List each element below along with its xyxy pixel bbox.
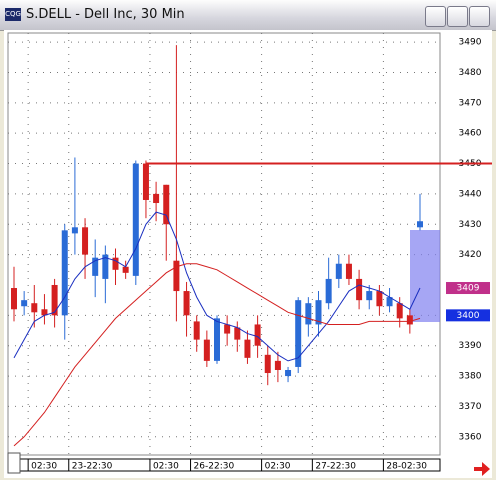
candle-body xyxy=(51,284,58,316)
candle-body xyxy=(264,354,271,374)
candle-body xyxy=(345,263,352,279)
scroll-right-arrow[interactable] xyxy=(474,462,490,476)
y-tick-label: 3470 xyxy=(459,98,482,108)
candle-body xyxy=(305,303,312,325)
candle-body xyxy=(376,291,383,307)
x-tick-label: 26-22:30 xyxy=(194,462,235,472)
candle-body xyxy=(183,291,190,316)
price-marker-label: 3409 xyxy=(457,284,480,294)
candle-body xyxy=(112,257,119,270)
candle-body xyxy=(335,263,342,279)
x-tick-label: 28-02:30 xyxy=(386,462,427,472)
candle-body xyxy=(274,360,281,370)
price-marker xyxy=(446,282,490,295)
candle-body xyxy=(295,300,302,367)
candle-body xyxy=(396,303,403,319)
candle-body xyxy=(71,227,78,234)
y-tick-label: 3360 xyxy=(459,432,482,442)
close-button[interactable] xyxy=(469,6,490,27)
y-tick-label: 3420 xyxy=(459,250,482,260)
candle-body xyxy=(234,327,241,340)
candle-body xyxy=(122,266,129,273)
price-marker-label: 3400 xyxy=(457,311,480,321)
candle-body xyxy=(132,163,139,276)
candle-body xyxy=(315,300,322,325)
candle-body xyxy=(244,339,251,358)
moving-average xyxy=(13,263,421,447)
candle-body xyxy=(254,324,261,346)
candle-body xyxy=(11,288,17,310)
candle-body xyxy=(21,300,28,307)
title-bar: CQG S.DELL - Dell Inc, 30 Min xyxy=(0,0,496,31)
x-tick-label: 27-22:30 xyxy=(315,462,356,472)
x-tick-label: 02:30 xyxy=(31,462,57,472)
candle-body xyxy=(102,254,109,279)
candle-body xyxy=(203,339,210,361)
price-marker xyxy=(446,309,490,322)
y-tick-label: 3460 xyxy=(459,129,482,139)
candle-body xyxy=(325,278,332,304)
candle-body xyxy=(285,369,292,377)
candle-body xyxy=(214,318,220,361)
candle-body xyxy=(153,193,160,204)
candle-body xyxy=(193,321,200,340)
candle-body xyxy=(31,303,38,313)
y-tick-label: 3480 xyxy=(459,68,482,78)
scroll-handle[interactable] xyxy=(7,452,21,474)
candle-body xyxy=(386,297,393,307)
candle-body xyxy=(61,230,68,316)
candle-body xyxy=(163,184,170,225)
y-tick-label: 3490 xyxy=(459,38,482,48)
candle-body xyxy=(406,315,413,325)
candle-body xyxy=(142,163,149,200)
minimize-button[interactable] xyxy=(425,6,446,27)
plot-area xyxy=(7,32,441,456)
y-tick-label: 3370 xyxy=(459,402,482,412)
app-icon: CQG xyxy=(5,8,21,21)
candle-body xyxy=(356,278,363,301)
y-tick-label: 3430 xyxy=(459,220,482,230)
candle-body xyxy=(224,324,231,334)
candle-body xyxy=(417,221,423,228)
candle-body xyxy=(173,260,180,292)
window-title: S.DELL - Dell Inc, 30 Min xyxy=(26,7,185,22)
y-tick-label: 3440 xyxy=(459,189,482,199)
chart: 3360337033803390340034203430344034503460… xyxy=(4,30,492,478)
y-tick-label: 3390 xyxy=(459,341,482,351)
candle-body xyxy=(92,257,99,276)
maximize-button[interactable] xyxy=(447,6,468,27)
moving-average xyxy=(13,211,421,362)
candle-body xyxy=(366,291,373,301)
candle-body xyxy=(82,227,89,255)
x-tick-label: 23-22:30 xyxy=(72,462,113,472)
x-tick-label: 02:30 xyxy=(265,462,291,472)
price-range-box xyxy=(410,230,440,322)
candle-body xyxy=(41,309,48,316)
y-tick-label: 3380 xyxy=(459,372,482,382)
x-tick-label: 02:30 xyxy=(153,462,179,472)
